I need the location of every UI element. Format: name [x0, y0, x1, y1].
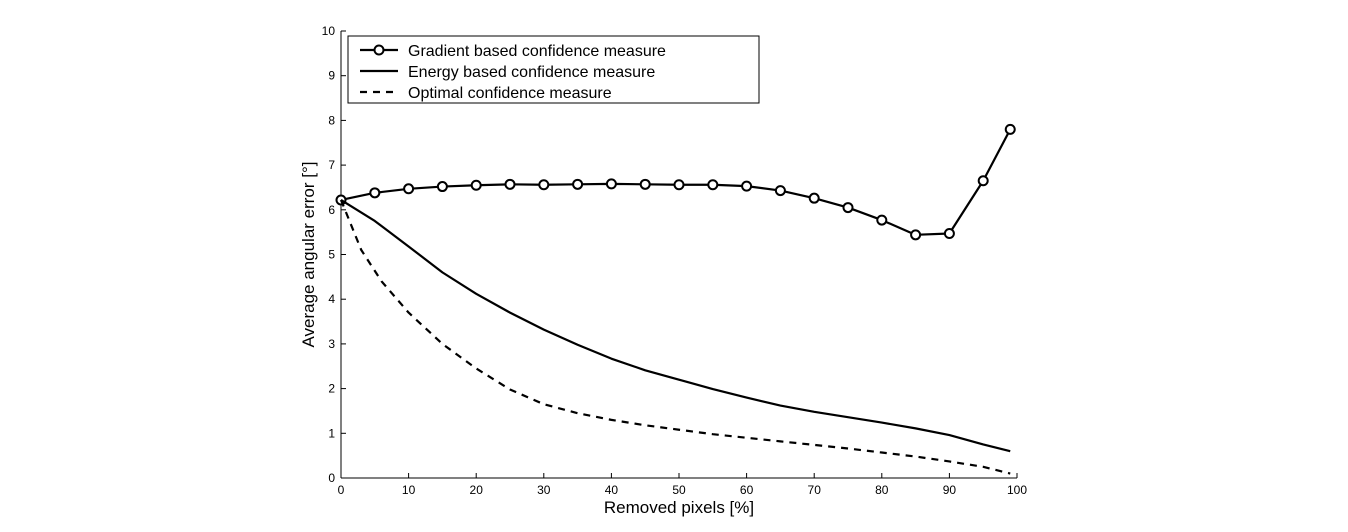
- x-tick-label: 80: [875, 483, 889, 497]
- x-tick-label: 0: [338, 483, 345, 497]
- x-tick-label: 10: [402, 483, 416, 497]
- x-tick-label: 40: [605, 483, 619, 497]
- data-point-marker: [470, 179, 482, 191]
- data-point-marker: [774, 185, 786, 197]
- data-point-marker: [436, 181, 448, 193]
- y-tick-label: 4: [328, 292, 335, 306]
- data-point-marker: [572, 178, 584, 190]
- data-point-marker: [943, 227, 955, 239]
- x-tick-label: 90: [943, 483, 957, 497]
- y-tick-label: 3: [328, 337, 335, 351]
- legend: Gradient based confidence measure Energy …: [347, 35, 760, 104]
- y-axis-label: Average angular error [°]: [299, 161, 318, 347]
- data-point-marker: [504, 178, 516, 190]
- series-layer: [335, 123, 1016, 475]
- data-point-marker: [369, 187, 381, 199]
- x-tick-label: 20: [470, 483, 484, 497]
- y-tick-label: 7: [328, 158, 335, 172]
- legend-label-2: Optimal confidence measure: [408, 85, 612, 102]
- series-line-1: [340, 199, 1011, 453]
- data-point-marker: [876, 214, 888, 226]
- legend-marker: [373, 44, 385, 56]
- y-tick-label: 9: [328, 69, 335, 83]
- x-axis-label: Removed pixels [%]: [604, 498, 754, 517]
- y-tick-label: 2: [328, 382, 335, 396]
- y-tick-label: 0: [328, 471, 335, 485]
- data-point-marker: [842, 202, 854, 214]
- data-point-marker: [403, 183, 415, 195]
- x-tick-label: 70: [808, 483, 822, 497]
- legend-box: [347, 35, 760, 104]
- y-tick-label: 10: [322, 24, 336, 38]
- x-tick-label: 60: [740, 483, 754, 497]
- data-point-marker: [707, 179, 719, 191]
- y-tick-label: 1: [328, 426, 335, 440]
- legend-label-1: Energy based confidence measure: [408, 64, 655, 81]
- data-point-marker: [741, 180, 753, 192]
- y-tick-label: 8: [328, 113, 335, 127]
- data-point-marker: [639, 178, 651, 190]
- data-point-marker: [538, 179, 550, 191]
- series-line-2: [339, 199, 1011, 475]
- data-point-marker: [808, 192, 820, 204]
- y-tick-label: 6: [328, 203, 335, 217]
- data-point-marker: [605, 178, 617, 190]
- data-point-marker: [673, 179, 685, 191]
- x-tick-label: 50: [672, 483, 686, 497]
- data-point-marker: [977, 175, 989, 187]
- data-point-marker: [910, 229, 922, 241]
- legend-label-0: Gradient based confidence measure: [408, 43, 666, 60]
- data-point-marker: [1004, 123, 1016, 135]
- x-tick-label: 30: [537, 483, 551, 497]
- x-tick-label: 100: [1007, 483, 1027, 497]
- axis-ticks: 0 10 20 30 40 50 60 70 80 90 100 0 1 2 3 4 5 6 7 8 9 10: [322, 24, 1028, 497]
- y-tick-label: 5: [328, 248, 335, 262]
